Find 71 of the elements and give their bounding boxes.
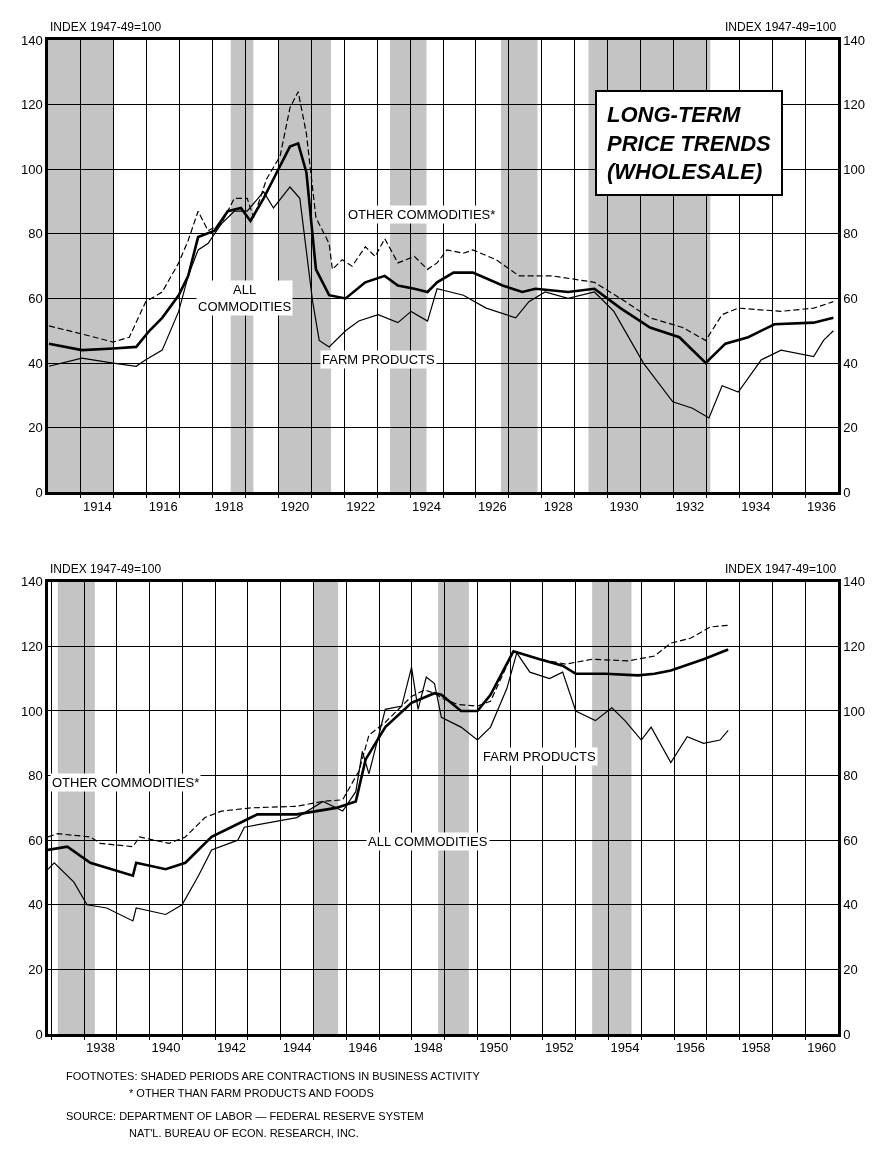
y-tick-label: 60 (28, 832, 43, 848)
text: FOOTNOTES: SHADED PERIODS ARE CONTRACTIONS IN BUSINESS ACTIVITY (66, 1070, 481, 1082)
y-tick-label: 140 (20, 32, 43, 48)
series-label: FARM PRODUCTS (483, 749, 596, 764)
text: * OTHER THAN FARM PRODUCTS AND FOODS (129, 1087, 374, 1099)
y2-axis-title: INDEX 1947-49=100 (725, 20, 837, 34)
y2-tick-label: 100 (843, 161, 866, 177)
y2-tick-label: 80 (843, 226, 858, 242)
source-note: SOURCE: DEPARTMENT OF LABOR — FEDERAL RESERVE SYSTEM (66, 1110, 424, 1122)
y-tick-label: 100 (20, 161, 43, 177)
y-tick-label: 120 (20, 638, 43, 654)
x-tick-label: 1942 (217, 1040, 247, 1056)
x-tick-label: 1936 (807, 498, 836, 514)
y-tick-label: 0 (35, 1026, 43, 1042)
y2-tick-label: 0 (843, 1026, 851, 1042)
y2-tick-label: 60 (843, 290, 858, 306)
y2-tick-label: 20 (843, 961, 858, 977)
x-tick-label: 1924 (412, 498, 441, 514)
y-axis-title: INDEX 1947-49=100 (50, 562, 162, 576)
x-tick-label: 1918 (214, 498, 244, 514)
x-tick-label: 1930 (609, 498, 639, 514)
text: LONG-TERM PRICE TRENDS (WHOLESALE) (607, 102, 772, 185)
x-tick-label: 1932 (675, 498, 705, 514)
x-tick-label: 1940 (151, 1040, 181, 1056)
y2-tick-label: 80 (843, 768, 858, 784)
text: OTHER COMMODITIES* (52, 775, 200, 790)
y-tick-label: 40 (28, 355, 43, 371)
x-tick-label: 1950 (479, 1040, 509, 1056)
x-tick-label: 1926 (477, 498, 507, 514)
x-tick-label: 1916 (148, 498, 178, 514)
x-tick-label: 1920 (280, 498, 310, 514)
x-tick-label: 1954 (610, 1040, 640, 1056)
x-tick-label: 1946 (348, 1040, 378, 1056)
series-label: ALL COMMODITIES (198, 282, 292, 314)
y2-tick-label: 100 (843, 703, 866, 719)
y-tick-label: 20 (28, 961, 43, 977)
x-tick-label: 1922 (346, 498, 376, 514)
y2-tick-label: 20 (843, 420, 858, 436)
x-tick-label: 1960 (807, 1040, 837, 1056)
y-tick-label: 100 (20, 703, 43, 719)
y-tick-label: 0 (35, 484, 43, 500)
y2-tick-label: 140 (843, 574, 866, 590)
y-tick-label: 60 (28, 290, 43, 306)
y2-tick-label: 40 (843, 355, 858, 371)
y2-tick-label: 60 (843, 832, 858, 848)
x-tick-label: 1958 (741, 1040, 771, 1056)
y-tick-label: 80 (28, 768, 43, 784)
y-tick-label: 80 (28, 226, 43, 242)
y2-axis-title: INDEX 1947-49=100 (725, 562, 837, 576)
y-tick-label: 40 (28, 897, 43, 913)
x-tick-label: 1956 (676, 1040, 705, 1056)
y-axis-title: INDEX 1947-49=100 (50, 20, 162, 34)
y2-tick-label: 0 (843, 484, 851, 500)
x-tick-label: 1914 (82, 498, 112, 514)
x-tick-label: 1928 (543, 498, 573, 514)
x-tick-label: 1952 (544, 1040, 574, 1056)
text: NAT'L. BUREAU OF ECON. RESEARCH, INC. (129, 1127, 359, 1139)
text: OTHER COMMODITIES* (348, 207, 496, 222)
x-tick-label: 1948 (413, 1040, 443, 1056)
y-tick-label: 120 (20, 97, 43, 113)
y2-tick-label: 40 (843, 897, 858, 913)
series-label: FARM PRODUCTS (322, 352, 435, 367)
y2-tick-label: 120 (843, 638, 866, 654)
x-tick-label: 1934 (741, 498, 771, 514)
x-tick-label: 1938 (85, 1040, 115, 1056)
y-tick-label: 20 (28, 420, 43, 436)
y-tick-label: 140 (20, 574, 43, 590)
x-tick-label: 1944 (282, 1040, 312, 1056)
y2-tick-label: 140 (843, 32, 866, 48)
y2-tick-label: 120 (843, 97, 866, 113)
text: ALL COMMODITIES (368, 834, 488, 849)
